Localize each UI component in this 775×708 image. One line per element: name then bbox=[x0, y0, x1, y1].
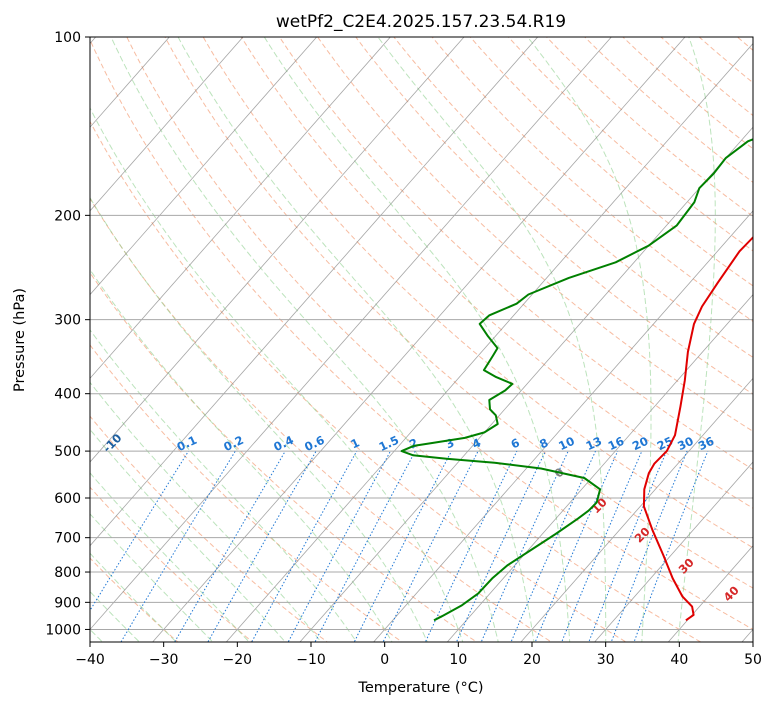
isotherm-line bbox=[520, 377, 753, 642]
mixing-ratio-line bbox=[174, 450, 286, 642]
isotherm-line bbox=[667, 545, 753, 642]
x-tick-label: −10 bbox=[296, 652, 326, 668]
isotherm-line bbox=[373, 210, 753, 642]
dry-adiabat-line bbox=[126, 37, 753, 630]
mixing-ratio-label: 36 bbox=[696, 434, 716, 453]
y-tick-label: 1000 bbox=[45, 622, 81, 638]
y-tick-label: 400 bbox=[54, 387, 81, 403]
dry-adiabat-line bbox=[164, 37, 753, 589]
chart-title: wetPf2_C2E4.2025.157.23.54.R19 bbox=[276, 12, 566, 32]
dry-adiabat-line bbox=[90, 344, 403, 642]
y-tick-label: 100 bbox=[54, 30, 81, 46]
mixing-ratio-label: 20 bbox=[630, 434, 650, 453]
isotherm-line bbox=[90, 37, 539, 547]
x-tick-label: 40 bbox=[670, 652, 688, 668]
moist-adiabat-line bbox=[90, 472, 250, 642]
moist-adiabat-line bbox=[90, 590, 141, 642]
skewed-isotherms bbox=[90, 37, 753, 642]
dry-adiabat-line bbox=[393, 37, 753, 358]
mixing-ratio-label: 16 bbox=[606, 434, 626, 453]
isotherm-line bbox=[594, 461, 753, 642]
mixing-ratio-label: 13 bbox=[584, 434, 604, 453]
moist-adiabat-line bbox=[90, 268, 393, 642]
dry-adiabat-line bbox=[90, 120, 627, 642]
mixing-ratio-line bbox=[455, 450, 546, 642]
mixing-ratio-line bbox=[424, 450, 518, 642]
dry-adiabat-line bbox=[278, 37, 753, 471]
dry-adiabat-line bbox=[90, 557, 179, 642]
dry-adiabat-line bbox=[90, 486, 254, 642]
dry-adiabat-line bbox=[90, 415, 329, 642]
moist-adiabat-line bbox=[90, 513, 214, 642]
y-tick-label: 800 bbox=[54, 565, 81, 581]
x-tick-label: −40 bbox=[75, 652, 105, 668]
dry-adiabat-line bbox=[90, 38, 702, 642]
y-axis-title: Pressure (hPa) bbox=[12, 288, 28, 392]
isotherm-line bbox=[90, 37, 318, 296]
dry-adiabats bbox=[90, 37, 753, 642]
mixing-ratio-line bbox=[588, 450, 668, 642]
mixing-ratio-line bbox=[382, 450, 479, 642]
dry-adiabat-line bbox=[431, 37, 753, 322]
x-tick-label: −20 bbox=[223, 652, 253, 668]
isotherm-line bbox=[299, 126, 753, 642]
x-axis-title: Temperature (°C) bbox=[357, 680, 483, 696]
x-tick-label: −30 bbox=[149, 652, 179, 668]
temperature-profile-line bbox=[642, 235, 753, 622]
mixing-ratio-line bbox=[561, 450, 643, 642]
mixing-ratio-label: 10 bbox=[556, 434, 576, 453]
x-tick-label: 50 bbox=[744, 652, 762, 668]
y-tick-label: 200 bbox=[54, 208, 81, 224]
y-tick-label: 300 bbox=[54, 313, 81, 329]
isotherm-line bbox=[446, 293, 753, 642]
isotherm-line bbox=[90, 37, 244, 212]
x-tick-label: 10 bbox=[449, 652, 467, 668]
isotherm-line bbox=[90, 37, 612, 631]
plot-area: 0.10.20.40.611.52346810131620253036-100-… bbox=[90, 37, 753, 642]
plot-frame bbox=[89, 36, 754, 643]
dry-adiabat-line bbox=[202, 37, 753, 549]
isobar-gridlines bbox=[90, 37, 753, 630]
x-tick-label: 0 bbox=[380, 652, 389, 668]
x-tick-label: 30 bbox=[597, 652, 615, 668]
x-tick-label: 20 bbox=[523, 652, 541, 668]
isotherm-line bbox=[152, 37, 686, 642]
sounding-profiles bbox=[400, 138, 753, 622]
moist-adiabat-line bbox=[90, 428, 286, 642]
y-tick-label: 700 bbox=[54, 531, 81, 547]
y-tick-label: 500 bbox=[54, 444, 81, 460]
isotherm-line bbox=[225, 42, 753, 642]
dry-adiabat-line bbox=[355, 37, 753, 395]
mixing-ratio-line bbox=[120, 450, 236, 642]
mixing-ratio-label: 30 bbox=[675, 434, 695, 453]
dewpoint-profile-line bbox=[400, 138, 753, 622]
x-axis: −40 −30 −20 −10 0 10 20 30 40 50 bbox=[75, 642, 762, 668]
mixing-ratio-line bbox=[610, 450, 688, 642]
dry-adiabat-line bbox=[90, 271, 478, 642]
y-tick-label: 900 bbox=[54, 595, 81, 611]
isotherm-line bbox=[90, 37, 465, 463]
mixing-ratio-label: 25 bbox=[655, 434, 675, 453]
mixing-ratio-line bbox=[353, 450, 452, 642]
y-tick-label: 600 bbox=[54, 491, 81, 507]
mixing-ratio-line bbox=[90, 450, 189, 612]
moist-adiabat-line bbox=[90, 552, 177, 642]
isotherm-line bbox=[90, 37, 170, 128]
mixing-ratio-lines bbox=[90, 450, 709, 642]
mixing-ratio-line bbox=[534, 450, 619, 642]
isotherm-line bbox=[90, 37, 391, 379]
y-axis: 1000 900 800 700 600 500 400 300 200 100 bbox=[45, 30, 90, 638]
mixing-ratio-line bbox=[207, 450, 317, 642]
dry-adiabat-line bbox=[240, 37, 753, 509]
mixing-ratio-line bbox=[314, 450, 416, 642]
